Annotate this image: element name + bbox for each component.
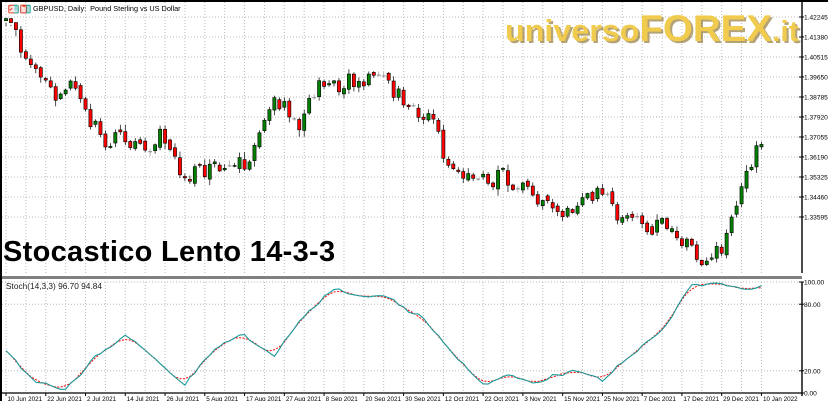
svg-text:1.40515: 1.40515 bbox=[804, 55, 828, 62]
svg-text:17 Dec 2021: 17 Dec 2021 bbox=[683, 396, 719, 401]
svg-text:10 Jun 2021: 10 Jun 2021 bbox=[8, 396, 43, 401]
svg-text:0.00: 0.00 bbox=[804, 391, 817, 398]
svg-text:15 Nov 2021: 15 Nov 2021 bbox=[564, 396, 600, 401]
svg-text:2 Jul 2021: 2 Jul 2021 bbox=[87, 396, 117, 401]
svg-text:25 Nov 2021: 25 Nov 2021 bbox=[604, 396, 640, 401]
svg-text:1.33595: 1.33595 bbox=[804, 215, 828, 222]
svg-text:1.42245: 1.42245 bbox=[804, 15, 828, 22]
svg-text:20.00: 20.00 bbox=[804, 368, 821, 375]
svg-text:22 Jun 2021: 22 Jun 2021 bbox=[47, 396, 82, 401]
svg-text:1.36190: 1.36190 bbox=[804, 155, 828, 162]
svg-text:12 Oct 2021: 12 Oct 2021 bbox=[445, 396, 480, 401]
svg-text:29 Dec 2021: 29 Dec 2021 bbox=[723, 396, 759, 401]
svg-text:5 Aug 2021: 5 Aug 2021 bbox=[206, 396, 238, 401]
svg-text:100.00: 100.00 bbox=[804, 280, 825, 287]
svg-text:20 Sep 2021: 20 Sep 2021 bbox=[365, 396, 401, 401]
svg-text:27 Aug 2021: 27 Aug 2021 bbox=[286, 396, 322, 401]
svg-text:3 Nov 2021: 3 Nov 2021 bbox=[524, 396, 557, 401]
svg-text:1.34460: 1.34460 bbox=[804, 195, 828, 202]
svg-text:22 Oct 2021: 22 Oct 2021 bbox=[485, 396, 520, 401]
svg-text:7 Dec 2021: 7 Dec 2021 bbox=[644, 396, 677, 401]
svg-text:8 Sep 2021: 8 Sep 2021 bbox=[326, 396, 359, 401]
svg-text:14 Jul 2021: 14 Jul 2021 bbox=[127, 396, 160, 401]
svg-text:1.37920: 1.37920 bbox=[804, 115, 828, 122]
svg-text:80.00: 80.00 bbox=[804, 302, 821, 309]
svg-text:1.35325: 1.35325 bbox=[804, 175, 828, 182]
svg-text:1.41380: 1.41380 bbox=[804, 35, 828, 42]
svg-text:1.39650: 1.39650 bbox=[804, 75, 828, 82]
svg-text:1.38785: 1.38785 bbox=[804, 95, 828, 102]
svg-text:17 Aug 2021: 17 Aug 2021 bbox=[246, 396, 282, 401]
svg-text:26 Jul 2021: 26 Jul 2021 bbox=[167, 396, 200, 401]
svg-text:30 Sep 2021: 30 Sep 2021 bbox=[405, 396, 441, 401]
svg-text:1.37055: 1.37055 bbox=[804, 135, 828, 142]
svg-text:10 Jan 2022: 10 Jan 2022 bbox=[763, 396, 798, 401]
